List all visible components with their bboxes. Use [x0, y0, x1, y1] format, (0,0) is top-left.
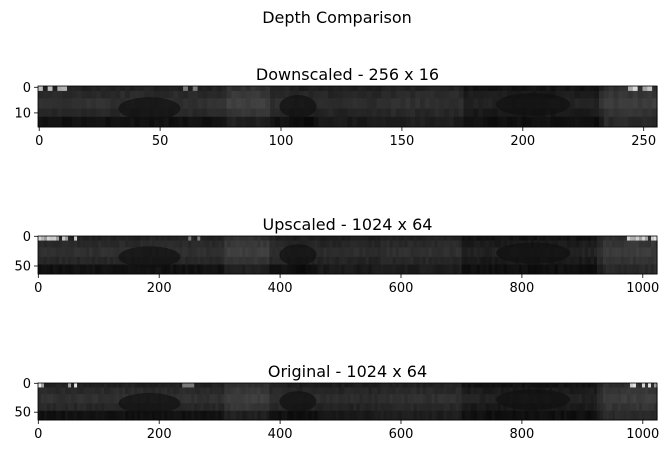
original-x-tick-label: 600 [389, 427, 414, 442]
original-y-tick-label: 0 [23, 377, 31, 392]
upscaled-x-tick-label: 200 [147, 281, 172, 296]
downscaled-x-tick-label: 0 [35, 134, 43, 149]
upscaled-depth-image [38, 236, 658, 275]
figure-title: Depth Comparison [262, 8, 412, 27]
original-axes-frame [37, 382, 658, 421]
original-x-tick-label: 1000 [626, 427, 659, 442]
upscaled-x-tick-label: 1000 [626, 281, 659, 296]
upscaled-y-tick-label: 0 [23, 230, 31, 245]
downscaled-depth-image [38, 86, 658, 128]
original-y-tick-label: 50 [14, 406, 31, 421]
downscaled-y-tick-label: 10 [14, 106, 31, 121]
original-x-tick-label: 200 [147, 427, 172, 442]
original-title: Original - 1024 x 64 [268, 362, 427, 381]
downscaled-x-tick-label: 50 [152, 134, 169, 149]
downscaled-x-tick-label: 250 [631, 134, 656, 149]
original-depth-image [38, 383, 658, 421]
downscaled-x-tick-label: 150 [389, 134, 414, 149]
downscaled-title: Downscaled - 256 x 16 [256, 65, 439, 84]
panels: Downscaled - 256 x 160 50 100 150 200 250010U… [14, 65, 659, 442]
downscaled-x-tick-label: 100 [269, 134, 294, 149]
downscaled-x-tick-label: 200 [510, 134, 535, 149]
original-x-tick-label: 800 [509, 427, 534, 442]
upscaled-x-tick-label: 400 [268, 281, 293, 296]
upscaled-axes-frame [37, 235, 658, 275]
downscaled-axes-frame [37, 85, 658, 128]
upscaled-y-tick-label: 50 [14, 259, 31, 274]
upscaled-title: Upscaled - 1024 x 64 [263, 215, 433, 234]
upscaled-x-tick-label: 600 [389, 281, 414, 296]
original-x-tick-label: 0 [34, 427, 42, 442]
upscaled-x-tick-label: 0 [34, 281, 42, 296]
upscaled-x-tick-label: 800 [509, 281, 534, 296]
downscaled-y-tick-label: 0 [23, 81, 31, 96]
original-x-tick-label: 400 [268, 427, 293, 442]
downscaled-panel: Downscaled - 256 x 16 0 50 100 150 200 250 0 10 [14, 65, 658, 149]
